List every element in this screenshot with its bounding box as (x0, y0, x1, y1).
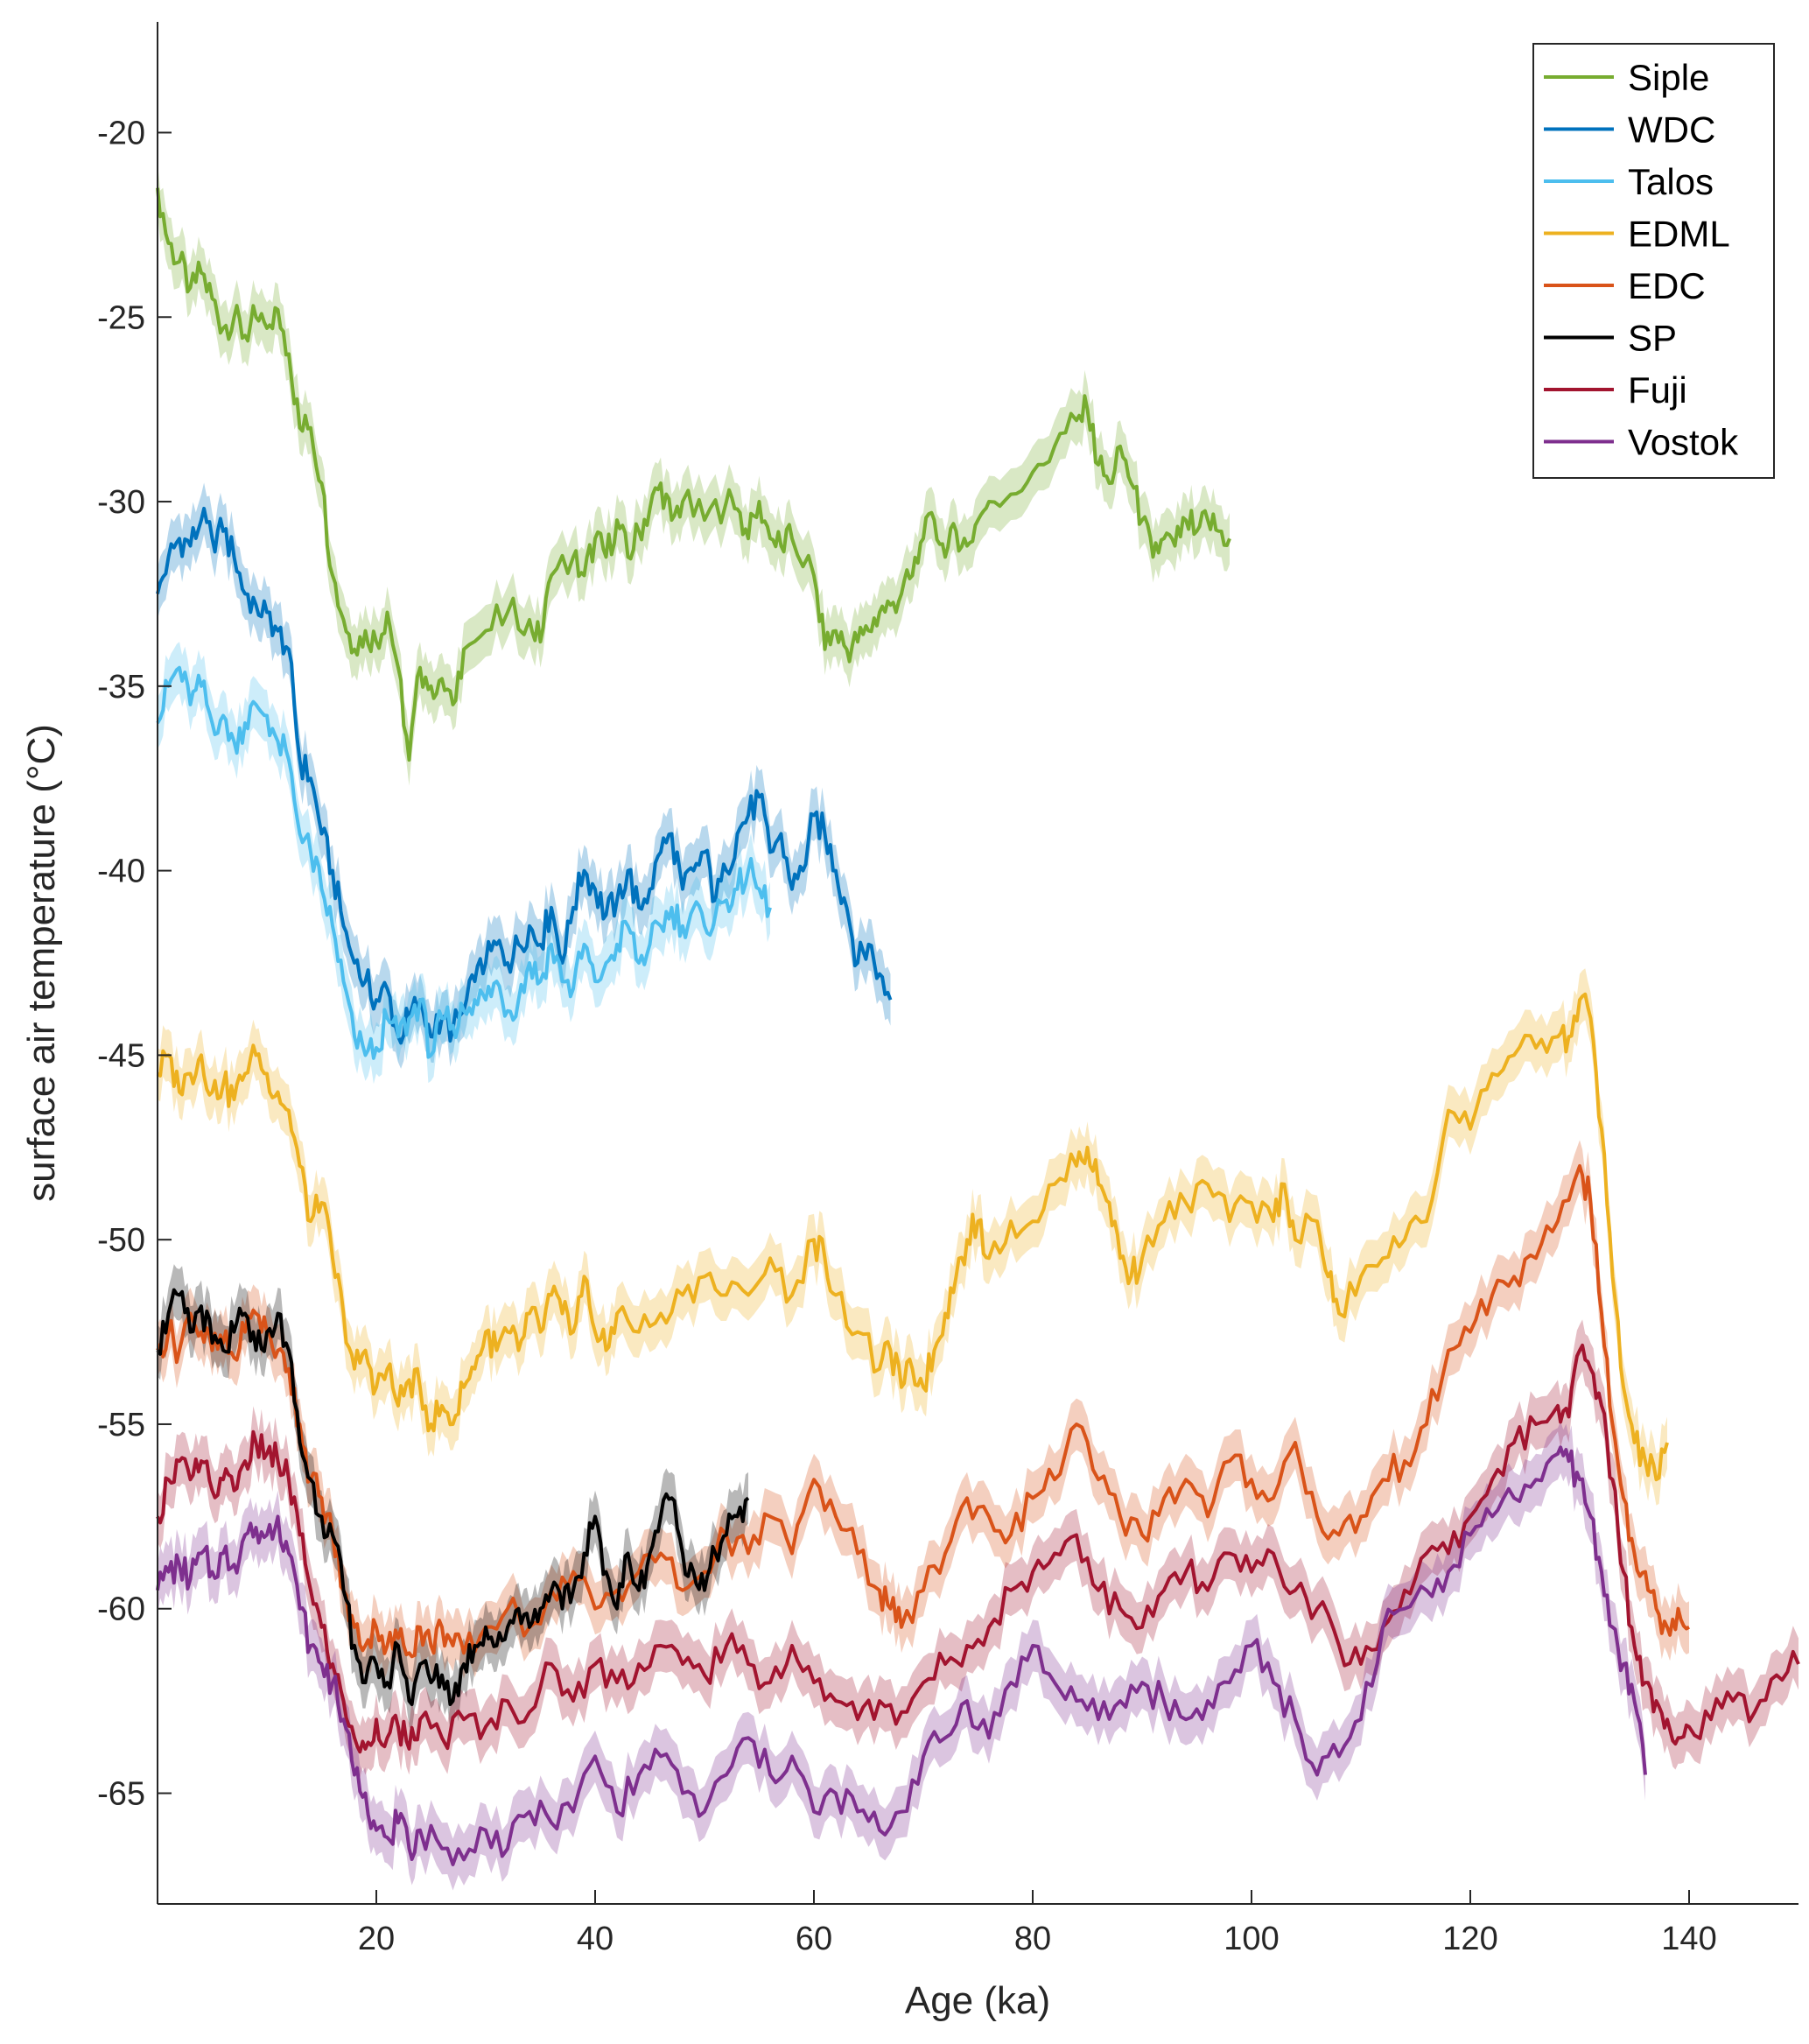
y-tick-label: -55 (97, 1407, 145, 1443)
series-line-siple (156, 187, 1231, 762)
y-tick-label: -45 (97, 1037, 145, 1074)
band-wdc (158, 482, 891, 1069)
legend-box (1532, 43, 1775, 479)
y-tick-label: -50 (97, 1222, 145, 1259)
x-tick-label: 140 (1661, 1921, 1716, 1957)
series-line-edc (156, 1163, 1690, 1659)
x-tick-label: 120 (1442, 1921, 1497, 1957)
legend-label-siple: Siple (1628, 57, 1709, 98)
band-talos (158, 642, 770, 1085)
y-tick-label: -40 (97, 853, 145, 890)
band-edc (158, 1140, 1689, 1682)
legend-label-edc: EDC (1628, 265, 1706, 306)
x-tick-label: 100 (1224, 1921, 1279, 1957)
series-line-talos (156, 665, 772, 1060)
legend-label-talos: Talos (1628, 161, 1714, 202)
x-tick-label: 20 (358, 1921, 395, 1957)
band-siple (158, 162, 1230, 786)
series-line-wdc (156, 506, 893, 1045)
series-line-fuji (156, 1343, 1800, 1754)
y-axis-title: surface air temperature (°C) (20, 724, 63, 1202)
series-line-edml (156, 992, 1669, 1482)
legend-label-sp: SP (1628, 318, 1677, 359)
legend-label-fuji: Fuji (1628, 369, 1687, 411)
legend-label-edml: EDML (1628, 214, 1730, 255)
y-tick-label: -30 (97, 484, 145, 521)
y-tick-label: -25 (97, 299, 145, 336)
y-tick-label: -20 (97, 115, 145, 151)
y-tick-label: -60 (97, 1591, 145, 1628)
y-tick-label: -35 (97, 669, 145, 706)
series-line-vostok (156, 1445, 1647, 1866)
x-tick-label: 80 (1014, 1921, 1051, 1957)
x-tick-label: 60 (796, 1921, 832, 1957)
y-tick-label: -65 (97, 1776, 145, 1813)
legend-label-vostok: Vostok (1628, 422, 1739, 463)
legend-label-wdc: WDC (1628, 109, 1715, 151)
legend: Siple WDC Talos EDML EDC SP Fuji Vostok (1532, 43, 1775, 479)
axes (157, 22, 1798, 1905)
band-vostok (158, 1421, 1645, 1891)
x-axis-title: Age (ka) (905, 1979, 1050, 2022)
series-line-sp (156, 1288, 750, 1706)
x-tick-label: 40 (577, 1921, 614, 1957)
